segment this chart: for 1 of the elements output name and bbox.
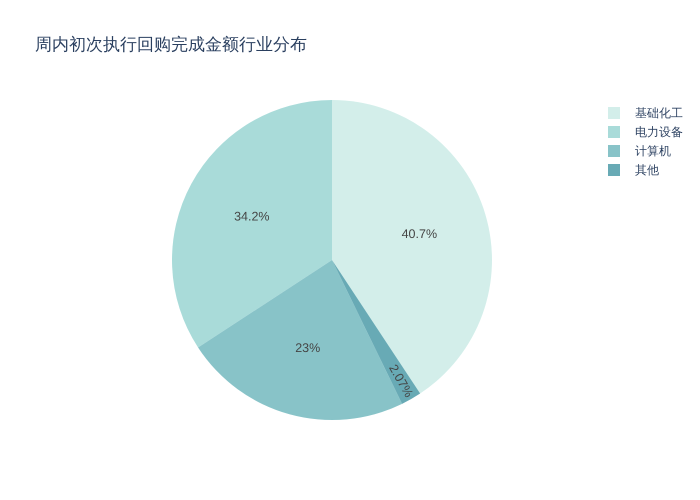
title: 周内初次执行回购完成金额行业分布	[35, 35, 307, 54]
